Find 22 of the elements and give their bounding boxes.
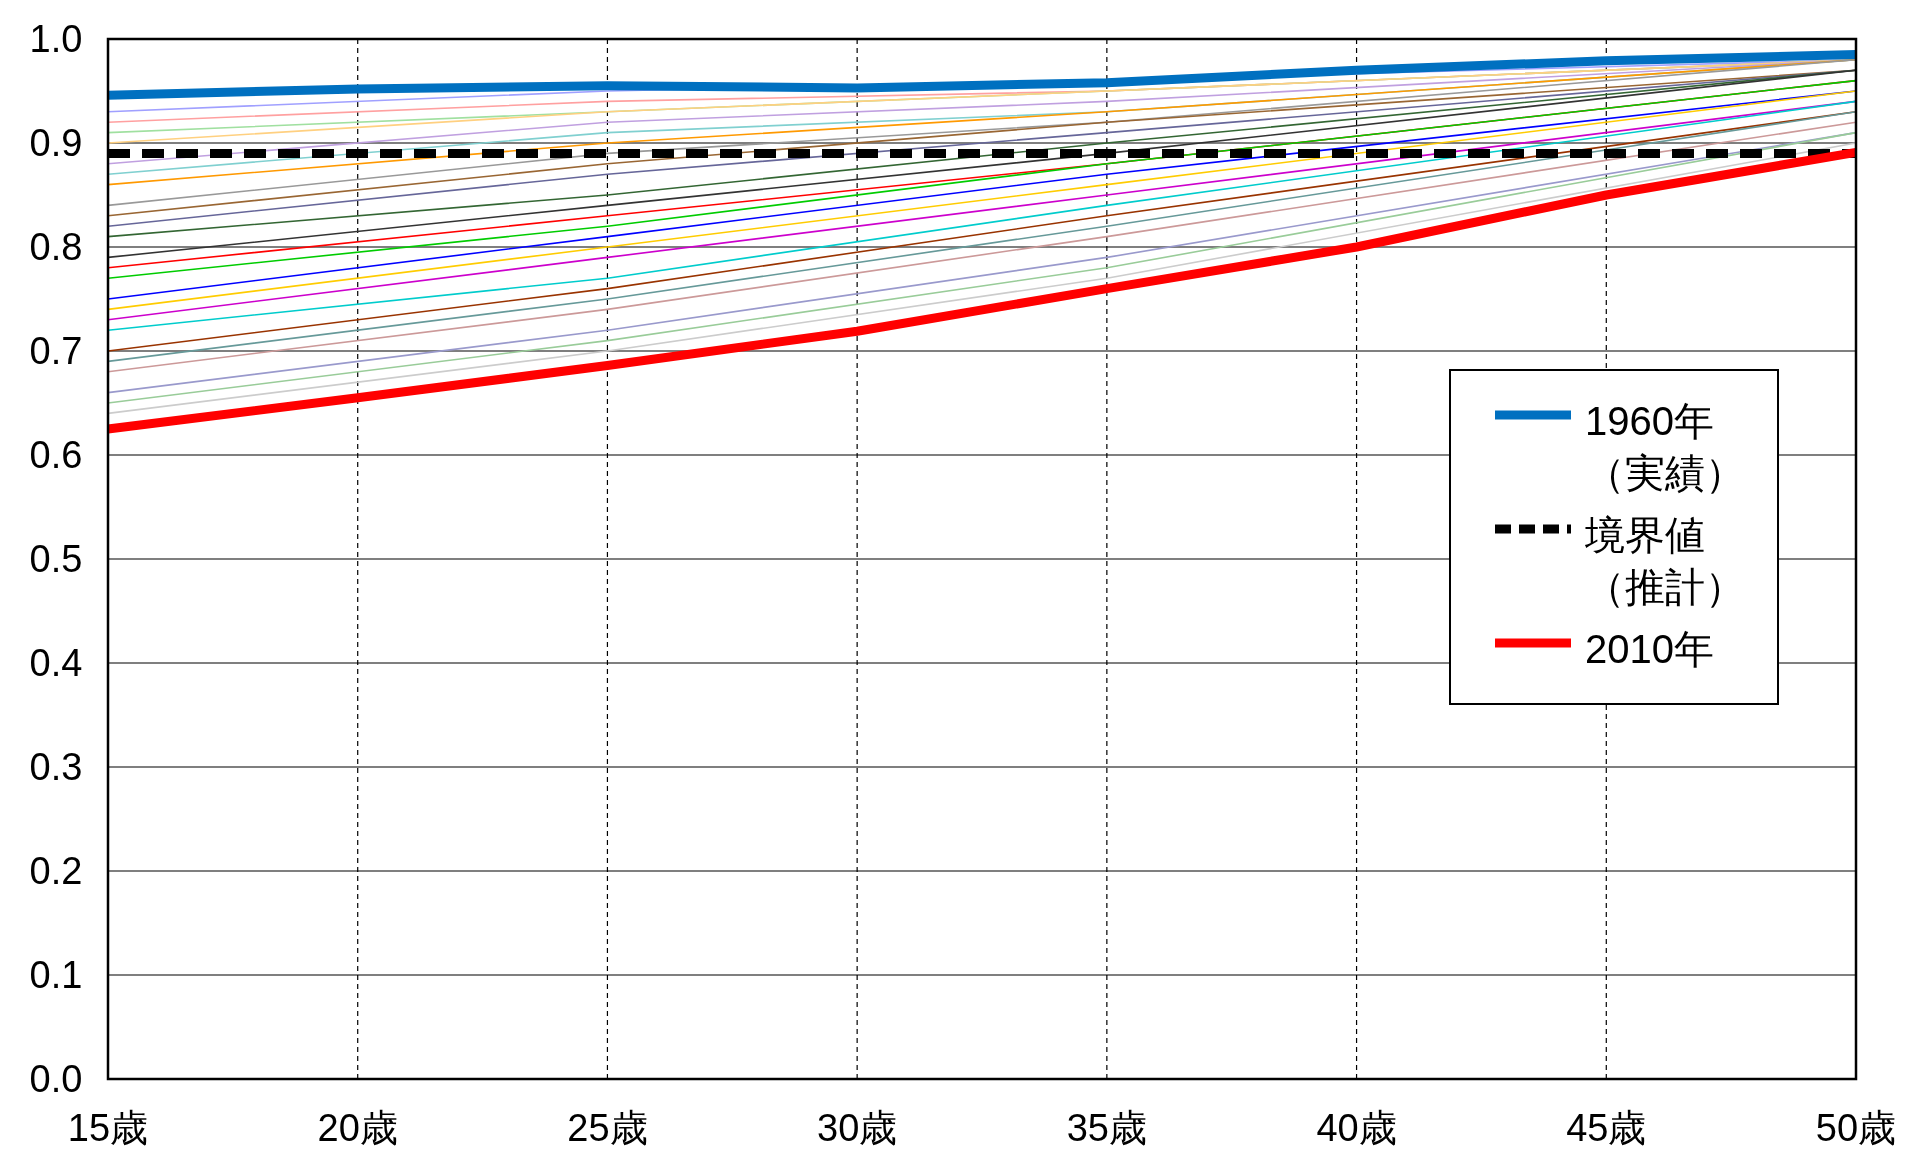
x-tick-label: 45歳 [1566,1107,1647,1149]
x-tick-label: 40歳 [1316,1107,1397,1149]
legend-label: 1960年（実績） [1585,398,1746,497]
y-tick-label: 0.9 [29,122,83,164]
y-tick-label: 0.4 [29,642,83,684]
x-tick-label: 50歳 [1815,1107,1897,1149]
y-tick-label: 0.1 [29,954,83,996]
x-tick-label: 25歳 [567,1107,648,1149]
legend-label: 2010年 [1585,626,1715,673]
y-tick-label: 0.3 [29,746,83,788]
y-tick-label: 0.8 [29,226,83,268]
y-tick-label: 0.6 [29,434,83,476]
x-tick-label: 15歳 [67,1107,149,1149]
x-tick-label: 35歳 [1066,1107,1147,1149]
x-tick-label: 30歳 [817,1107,898,1149]
x-tick-label: 20歳 [317,1107,398,1149]
legend-label: 境界値（推計） [1585,512,1746,611]
y-tick-label: 1.0 [29,18,83,60]
y-tick-label: 0.7 [29,330,83,372]
y-tick-label: 0.5 [29,538,83,580]
y-tick-label: 0.2 [29,850,83,892]
y-tick-label: 0.0 [29,1058,83,1100]
